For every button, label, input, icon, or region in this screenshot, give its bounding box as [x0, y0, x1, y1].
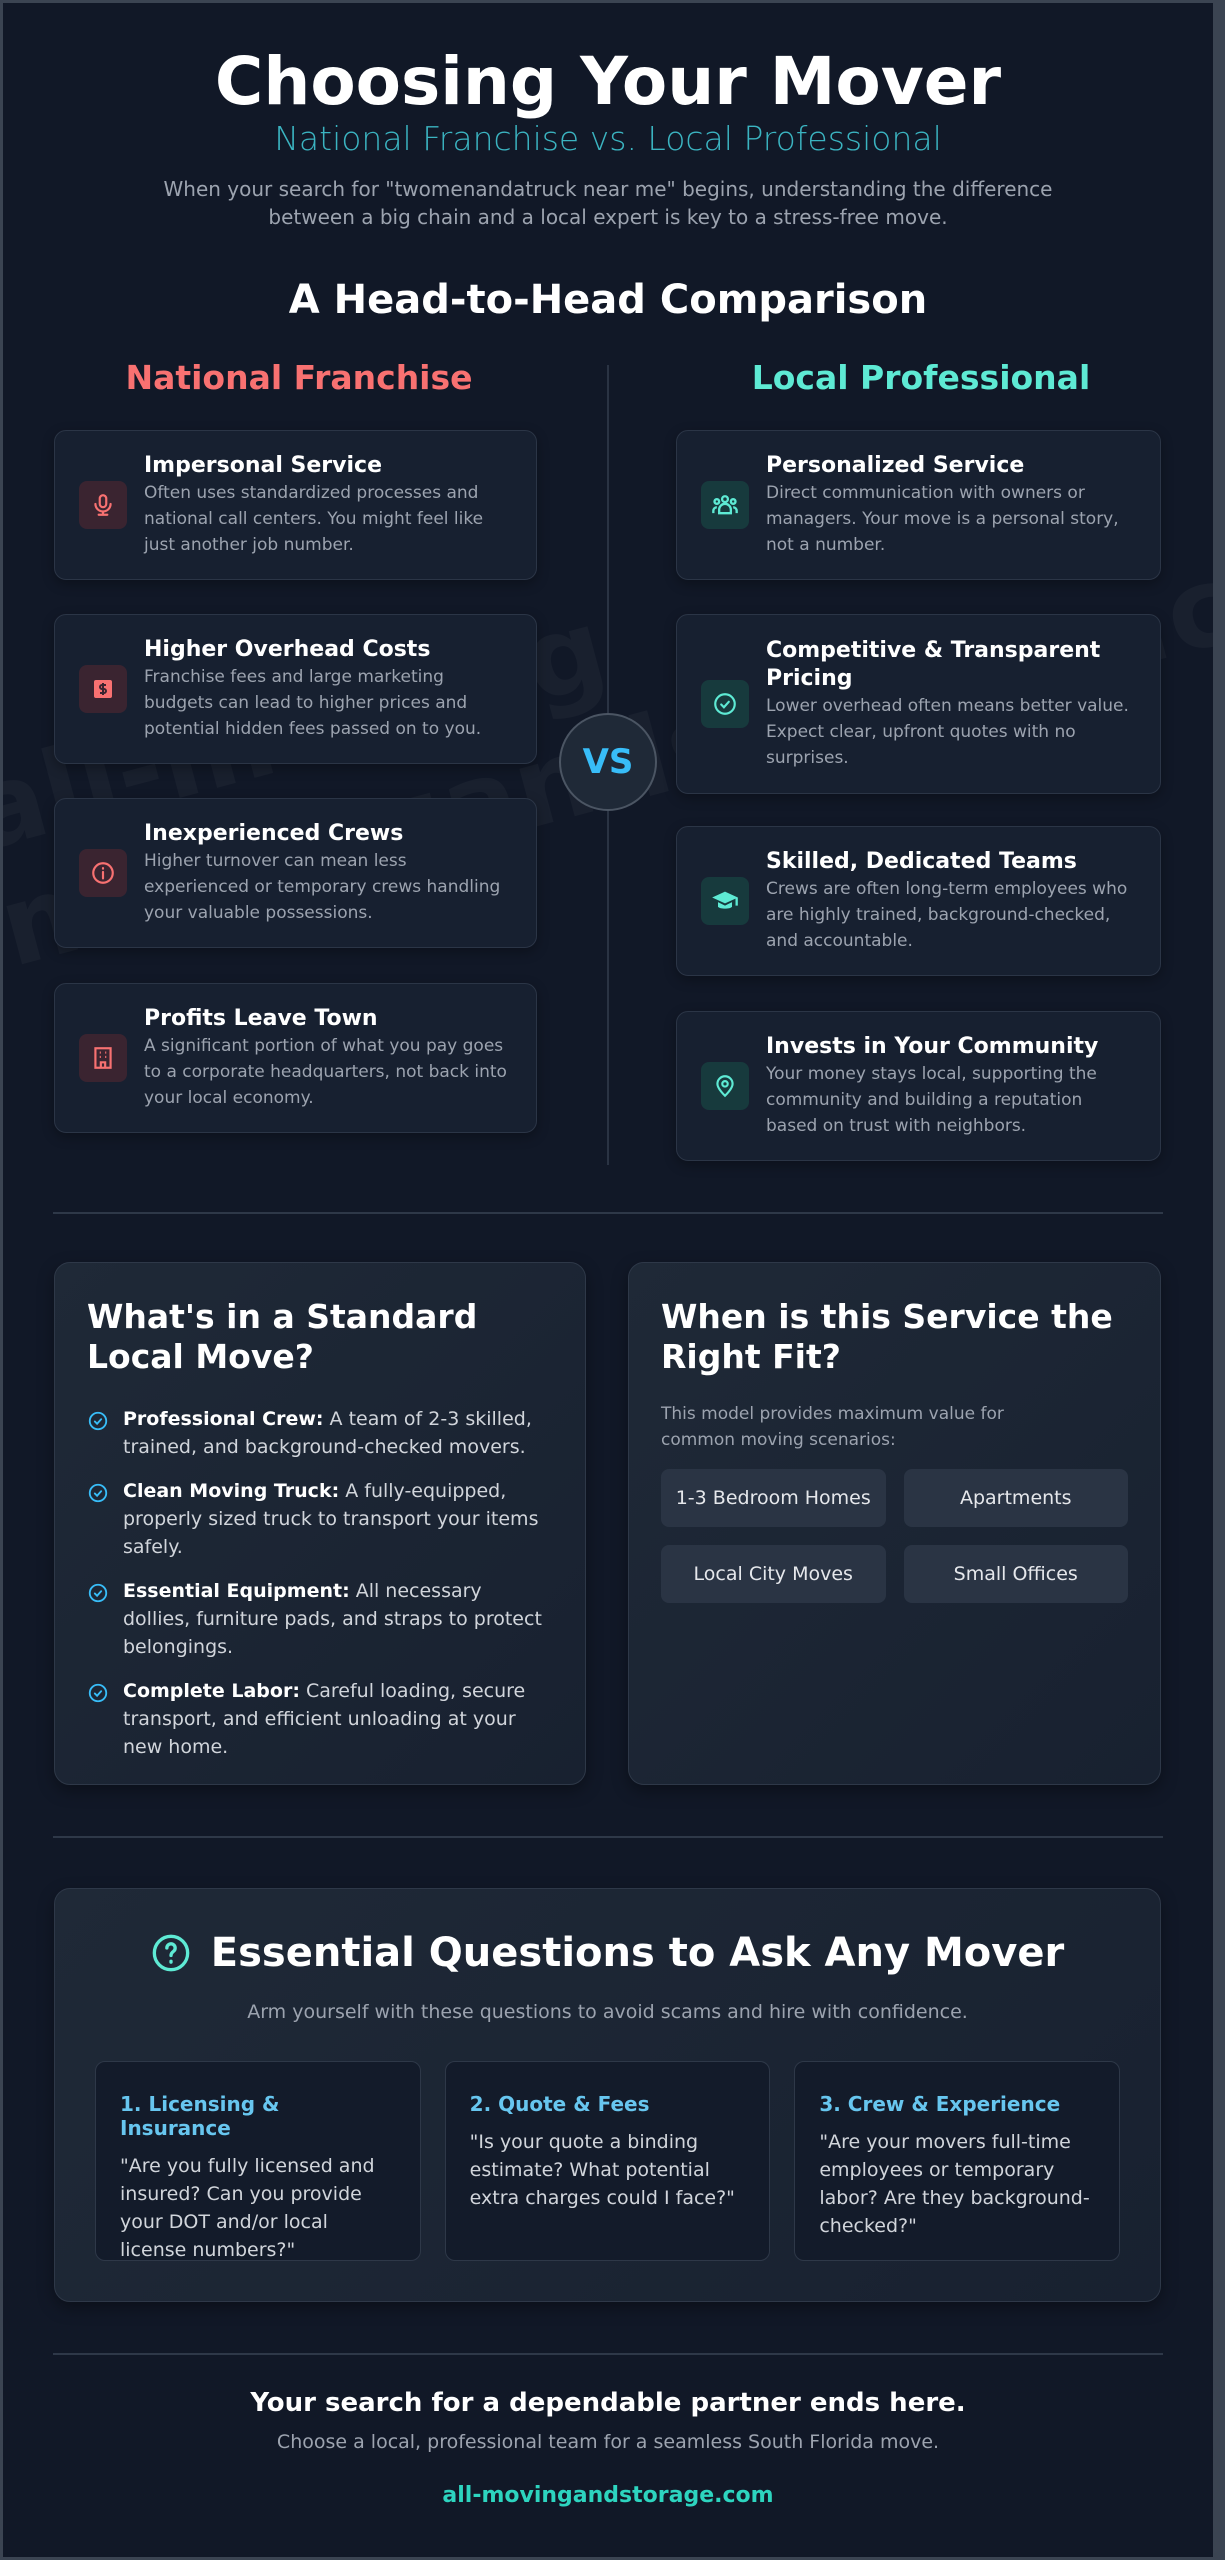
- card-title: Invests in Your Community: [766, 1034, 1099, 1059]
- question-text: "Are you fully licensed and insured? Can…: [120, 2155, 375, 2261]
- divider: [53, 1836, 1163, 1838]
- card-desc: Franchise fees and large marketing budge…: [144, 667, 482, 739]
- item-desc: A fully-equipped, properly sized truck t…: [123, 1480, 539, 1558]
- card-desc: Crews are often long-term employees who …: [766, 879, 1128, 951]
- card-title: Competitive & Transparent Pricing: [766, 638, 1101, 691]
- local-heading: Local Professional: [751, 358, 1091, 397]
- card-desc: A significant portion of what you pay go…: [144, 1036, 507, 1108]
- check-circle-icon: [87, 1482, 109, 1561]
- building-icon: [79, 1034, 127, 1082]
- included-item: Complete Labor: Careful loading, secure …: [87, 1677, 553, 1761]
- item-label: Clean Moving Truck:: [123, 1480, 340, 1502]
- item-label: Essential Equipment:: [123, 1580, 350, 1602]
- panel-title: What's in a Standard Local Move?: [87, 1297, 478, 1376]
- local-card: Personalized Service Direct communication…: [676, 430, 1161, 580]
- question-title: 2. Quote & Fees: [469, 2092, 650, 2116]
- item-text: Professional Crew: A team of 2-3 skilled…: [123, 1405, 553, 1461]
- divider: [53, 1212, 1163, 1214]
- item-text: Clean Moving Truck: A fully-equipped, pr…: [123, 1477, 553, 1561]
- local-card: Competitive & Transparent Pricing Lower o…: [676, 614, 1161, 794]
- question-circle-icon: [151, 1933, 191, 1973]
- panel-title: When is this Service the Right Fit?: [661, 1297, 1113, 1376]
- item-desc: All necessary dollies, furniture pads, a…: [123, 1580, 542, 1658]
- page-subtitle: National Franchise vs. Local Professiona…: [274, 119, 942, 158]
- panel-desc: This model provides maximum value for co…: [661, 1404, 1004, 1450]
- card-desc: Higher turnover can mean less experience…: [144, 851, 501, 923]
- question-card: 1. Licensing & Insurance "Are you fully l…: [95, 2061, 421, 2261]
- vs-badge: VS: [559, 713, 657, 811]
- divider: [53, 2353, 1163, 2355]
- item-label: Professional Crew:: [123, 1408, 324, 1430]
- footer-subtext: Choose a local, professional team for a …: [276, 2431, 940, 2453]
- card-title: Higher Overhead Costs: [144, 637, 431, 662]
- item-desc: Careful loading, secure transport, and e…: [123, 1680, 526, 1758]
- question-title: 1. Licensing & Insurance: [120, 2092, 280, 2140]
- check-circle-icon: [87, 1582, 109, 1661]
- included-item: Essential Equipment: All necessary dolli…: [87, 1577, 553, 1661]
- question-text: "Are your movers full-time employees or …: [819, 2131, 1090, 2237]
- item-label: Complete Labor:: [123, 1680, 300, 1702]
- item-text: Complete Labor: Careful loading, secure …: [123, 1677, 553, 1761]
- national-card: Inexperienced Crews Higher turnover can m…: [54, 798, 537, 948]
- right-fit-panel: When is this Service the Right Fit? This…: [628, 1262, 1161, 1785]
- check-circle-icon: [701, 680, 749, 728]
- page-title: Choosing Your Mover: [214, 43, 1002, 120]
- card-desc: Direct communication with owners or mana…: [766, 483, 1119, 555]
- card-title: Personalized Service: [766, 453, 1025, 478]
- microphone-icon: [79, 481, 127, 529]
- card-title: Impersonal Service: [144, 453, 383, 478]
- included-item: Professional Crew: A team of 2-3 skilled…: [87, 1405, 553, 1461]
- question-text: "Is your quote a binding estimate? What …: [469, 2131, 735, 2209]
- info-circle-icon: [79, 849, 127, 897]
- item-text: Essential Equipment: All necessary dolli…: [123, 1577, 553, 1661]
- question-card: 2. Quote & Fees "Is your quote a binding …: [444, 2061, 771, 2261]
- check-circle-icon: [87, 1410, 109, 1461]
- users-icon: [701, 481, 749, 529]
- card-title: Profits Leave Town: [144, 1006, 378, 1031]
- national-card: Impersonal Service Often uses standardize…: [54, 430, 537, 580]
- national-heading: National Franchise: [125, 358, 473, 397]
- questions-title: Essential Questions to Ask Any Mover: [210, 1930, 1065, 1976]
- infographic: all-movingmovingandstorage.com Choosing …: [3, 3, 1213, 2557]
- footer-headline: Your search for a dependable partner end…: [250, 2388, 966, 2418]
- comparison-title: A Head-to-Head Comparison: [288, 277, 928, 323]
- graduation-cap-icon: [701, 877, 749, 925]
- national-card: Profits Leave Town A significant portion …: [54, 983, 537, 1133]
- question-title: 3. Crew & Experience: [819, 2092, 1061, 2116]
- map-pin-icon: [701, 1062, 749, 1110]
- local-card: Skilled, Dedicated Teams Crews are often …: [676, 826, 1161, 976]
- included-item: Clean Moving Truck: A fully-equipped, pr…: [87, 1477, 553, 1561]
- question-card: 3. Crew & Experience "Are your movers ful…: [794, 2061, 1120, 2261]
- card-desc: Lower overhead often means better value.…: [766, 696, 1129, 768]
- scenario-chip: Small Offices: [903, 1545, 1128, 1603]
- check-circle-icon: [87, 1682, 109, 1761]
- intro-text: When your search for "twomenandatruck ne…: [163, 177, 1053, 229]
- card-desc: Often uses standardized processes and na…: [144, 483, 484, 555]
- local-card: Invests in Your Community Your money stay…: [676, 1011, 1161, 1161]
- footer-link[interactable]: all-movingandstorage.com: [442, 2483, 774, 2508]
- scenario-chip: Apartments: [903, 1469, 1128, 1527]
- questions-panel: Essential Questions to Ask Any Mover Arm…: [54, 1888, 1161, 2302]
- scenario-chip: Local City Moves: [661, 1545, 886, 1603]
- standard-move-panel: What's in a Standard Local Move? Profess…: [54, 1262, 586, 1785]
- card-desc: Your money stays local, supporting the c…: [766, 1064, 1097, 1136]
- national-card: Higher Overhead Costs Franchise fees and …: [54, 614, 537, 764]
- scenario-chip: 1-3 Bedroom Homes: [661, 1469, 886, 1527]
- item-desc: A team of 2-3 skilled, trained, and back…: [123, 1408, 532, 1458]
- dollar-bill-icon: [79, 665, 127, 713]
- card-title: Skilled, Dedicated Teams: [766, 849, 1077, 874]
- questions-subtitle: Arm yourself with these questions to avo…: [247, 2001, 968, 2023]
- card-title: Inexperienced Crews: [144, 821, 404, 846]
